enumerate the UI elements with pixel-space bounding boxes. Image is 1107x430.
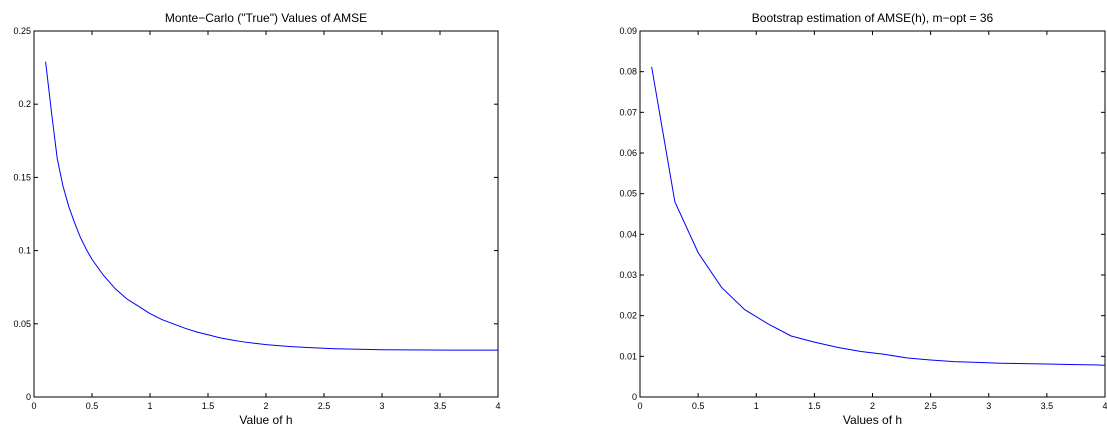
x-tick-label: 3: [379, 401, 384, 411]
x-tick-label: 2: [263, 401, 268, 411]
x-tick-label: 1.5: [808, 401, 821, 411]
y-tick-label: 0.04: [619, 229, 637, 239]
x-tick-label: 2.5: [318, 401, 331, 411]
y-tick-label: 0.09: [619, 26, 637, 36]
chart-title: Monte−Carlo ("True") Values of AMSE: [165, 11, 367, 25]
y-tick-label: 0.02: [619, 311, 637, 321]
x-axis-label: Values of h: [843, 413, 902, 427]
series-line-1: [45, 61, 498, 351]
y-tick-label: 0.05: [13, 319, 31, 329]
y-tick-label: 0.05: [619, 189, 637, 199]
x-tick-label: 3: [986, 401, 991, 411]
x-tick-label: 3.5: [1041, 401, 1054, 411]
chart-1: 0 0.5 1 1.5 2 2.5 3 3.5 4 0 0.05 0.1 0.15 0.2 0.25 Mont…: [13, 11, 500, 427]
x-tick-label: 0.5: [86, 401, 99, 411]
x-axis-label: Value of h: [239, 413, 292, 427]
y-tick-label: 0.08: [619, 67, 637, 77]
x-tick-label: 0: [31, 401, 36, 411]
x-tick-label: 2: [870, 401, 875, 411]
y-tick-label: 0: [632, 392, 637, 402]
plot-frame: [639, 30, 1106, 398]
y-tick-label: 0: [26, 392, 31, 402]
plot-frame: [33, 30, 499, 398]
y-tick-label: 0.25: [13, 26, 31, 36]
y-tick-label: 0.01: [619, 351, 637, 361]
x-tick-label: 0: [637, 401, 642, 411]
chart-title: Bootstrap estimation of AMSE(h), m−opt =…: [752, 11, 994, 25]
x-tick-label: 4: [495, 401, 500, 411]
y-tick-label: 0.15: [13, 172, 31, 182]
series-line-1: [651, 66, 1106, 366]
y-tick-label: 0.07: [619, 107, 637, 117]
chart-2: 0 0.5 1 1.5 2 2.5 3 3.5 4 0 0.01 0.02 0.03 0.04 0.05 0.…: [619, 11, 1107, 427]
x-tick-label: 4: [1102, 401, 1107, 411]
x-tick-label: 1: [754, 401, 759, 411]
x-tick-label: 1.5: [202, 401, 215, 411]
y-tick-label: 0.03: [619, 270, 637, 280]
x-tick-label: 3.5: [434, 401, 447, 411]
x-tick-label: 2.5: [924, 401, 937, 411]
y-tick-label: 0.2: [18, 99, 31, 109]
y-tick-label: 0.1: [18, 246, 31, 256]
y-tick-label: 0.06: [619, 148, 637, 158]
x-tick-label: 1: [147, 401, 152, 411]
x-tick-label: 0.5: [692, 401, 705, 411]
